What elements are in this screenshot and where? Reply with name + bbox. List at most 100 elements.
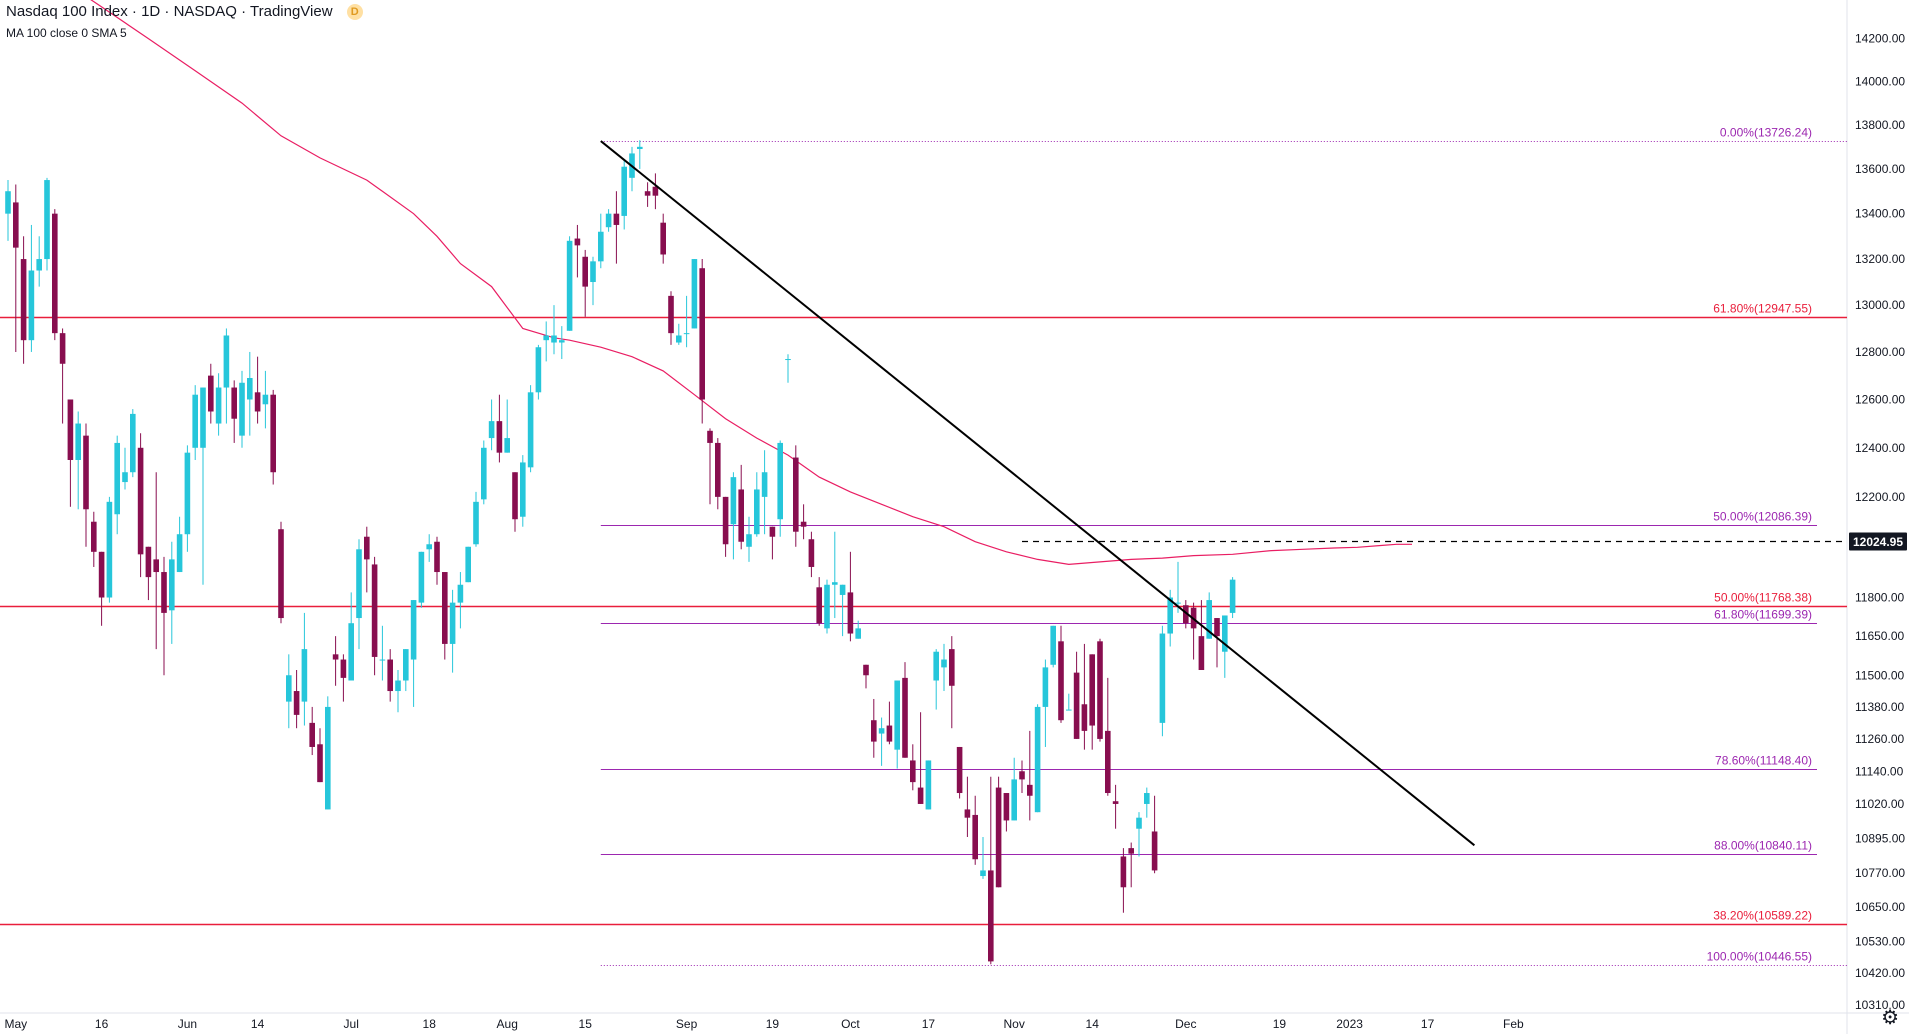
candle-body bbox=[1019, 771, 1025, 780]
candle-body bbox=[964, 809, 971, 818]
x-tick-label: 17 bbox=[1421, 1017, 1435, 1031]
candle-body bbox=[754, 489, 760, 535]
candle-body bbox=[637, 146, 643, 150]
candle-body bbox=[434, 541, 440, 573]
candle-body bbox=[722, 496, 729, 545]
candle-body bbox=[67, 399, 74, 460]
candle-body bbox=[746, 534, 752, 547]
candle-body bbox=[286, 675, 292, 702]
candle-body bbox=[496, 421, 503, 453]
candle-body bbox=[566, 240, 573, 331]
candle-body bbox=[395, 680, 401, 692]
candle-body bbox=[317, 744, 323, 783]
candle-body bbox=[442, 572, 448, 644]
candle-body bbox=[598, 231, 604, 262]
candle-body bbox=[800, 521, 807, 527]
x-tick-label: Dec bbox=[1175, 1017, 1196, 1031]
candle-body bbox=[449, 602, 456, 644]
candle-body bbox=[738, 489, 744, 542]
candle-body bbox=[613, 213, 620, 225]
candle-body bbox=[52, 213, 58, 334]
candle-body bbox=[956, 746, 963, 794]
y-tick-label: 13600.00 bbox=[1855, 162, 1905, 176]
indicator-label[interactable]: MA 100 close 0 SMA 5 bbox=[6, 26, 127, 40]
candle-body bbox=[551, 335, 557, 343]
candle-body bbox=[808, 539, 815, 567]
candle-body bbox=[1222, 615, 1228, 652]
candle-body bbox=[839, 584, 846, 595]
y-tick-label: 11500.00 bbox=[1855, 668, 1904, 682]
candle-body bbox=[871, 720, 877, 742]
y-tick-label: 10420.00 bbox=[1855, 966, 1905, 980]
candle-body bbox=[122, 472, 128, 483]
candle-body bbox=[1027, 784, 1033, 796]
candle-body bbox=[325, 706, 331, 810]
candle-body bbox=[5, 191, 11, 214]
x-tick-label: 19 bbox=[766, 1017, 780, 1031]
candle-body bbox=[481, 447, 487, 500]
candle-body bbox=[278, 529, 284, 619]
chart-title: Nasdaq 100 Index · 1D · NASDAQ · Trading… bbox=[6, 3, 333, 20]
candle-body bbox=[917, 787, 924, 804]
y-tick-label: 11380.00 bbox=[1855, 700, 1904, 714]
candle-body bbox=[1214, 618, 1220, 637]
candle-body bbox=[1144, 793, 1150, 804]
candle-body bbox=[457, 584, 464, 603]
candle-body bbox=[691, 259, 698, 329]
candle-body bbox=[254, 392, 261, 412]
candle-body bbox=[239, 382, 245, 436]
candle-body bbox=[192, 394, 198, 448]
candle-body bbox=[590, 261, 596, 283]
candle-body bbox=[769, 526, 776, 537]
gear-icon[interactable]: ⚙ bbox=[1881, 1007, 1899, 1029]
candle-body bbox=[1120, 856, 1127, 888]
x-tick-label: Jun bbox=[178, 1017, 197, 1031]
candle-body bbox=[660, 222, 666, 255]
ma100-line bbox=[90, 0, 1412, 566]
chart-legend: Nasdaq 100 Index · 1D · NASDAQ · Trading… bbox=[6, 3, 363, 40]
candle-body bbox=[902, 677, 908, 758]
last-price-tag bbox=[1849, 532, 1907, 551]
x-tick-label: 2023 bbox=[1336, 1017, 1363, 1031]
candle-body bbox=[730, 477, 737, 525]
candle-body bbox=[137, 447, 144, 555]
y-tick-label: 11260.00 bbox=[1855, 732, 1904, 746]
candle-body bbox=[293, 691, 300, 715]
candle-body bbox=[114, 442, 120, 515]
data-source-icon[interactable]: D bbox=[346, 4, 363, 20]
candle-body bbox=[106, 501, 113, 598]
x-tick-label: 16 bbox=[95, 1017, 109, 1031]
y-tick-label: 13000.00 bbox=[1855, 298, 1905, 312]
candle-body bbox=[91, 521, 97, 552]
candle-body bbox=[1066, 709, 1072, 711]
candle-body bbox=[1089, 654, 1095, 726]
candle-body bbox=[652, 186, 659, 196]
candle-body bbox=[941, 659, 947, 668]
y-tick-label: 10310.00 bbox=[1855, 998, 1905, 1012]
x-tick-label: May bbox=[4, 1017, 27, 1031]
candle-body bbox=[83, 435, 89, 510]
candle-body bbox=[208, 375, 214, 412]
candle-body bbox=[410, 600, 417, 660]
candle-body bbox=[1183, 605, 1189, 624]
candle-body bbox=[925, 760, 932, 810]
candle-body bbox=[1167, 597, 1173, 634]
candle-body bbox=[247, 378, 253, 400]
candle-body bbox=[1042, 667, 1049, 707]
candle-body bbox=[910, 760, 916, 783]
candle-body bbox=[933, 651, 939, 681]
candle-body bbox=[1050, 625, 1056, 665]
candle-body bbox=[715, 442, 721, 497]
candle-body bbox=[1003, 793, 1010, 821]
candle-body bbox=[855, 628, 861, 639]
candle-body bbox=[847, 592, 854, 634]
candle-body bbox=[262, 394, 269, 405]
candle-body bbox=[793, 457, 799, 532]
candle-body bbox=[387, 659, 393, 692]
y-tick-label: 10530.00 bbox=[1855, 934, 1905, 948]
candle-body bbox=[949, 649, 955, 686]
candle-body bbox=[473, 501, 479, 545]
candle-body bbox=[403, 649, 409, 681]
y-tick-label: 13400.00 bbox=[1855, 207, 1905, 221]
